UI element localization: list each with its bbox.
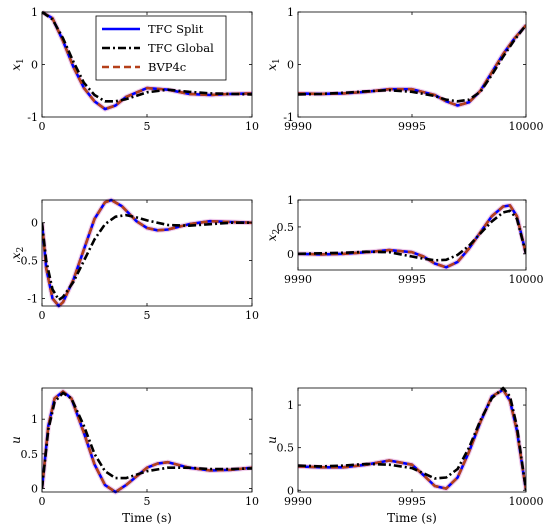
x-tick-label: 10000: [509, 495, 544, 508]
x-tick-label: 9990: [284, 120, 312, 133]
y-tick-label: 0.5: [277, 442, 295, 455]
x-tick-label: 10: [245, 495, 259, 508]
series-tfc-split: [298, 388, 526, 491]
x-tick-label: 5: [144, 309, 151, 322]
series-bvp4c: [298, 388, 526, 491]
y-tick-label: -0.5: [17, 255, 38, 268]
series-bvp4c-halo: [298, 387, 526, 492]
y-axis-label: x1: [9, 58, 26, 71]
y-axis-label: u: [265, 436, 279, 444]
series-tfc-global: [298, 209, 526, 262]
series-tfc-global: [298, 24, 526, 103]
plot-area: [42, 389, 252, 495]
x-tick-label: 10: [245, 120, 259, 133]
y-axis-label: x2: [265, 229, 282, 242]
legend-label: BVP4c: [148, 60, 186, 74]
x-axis-label: Time (s): [387, 511, 437, 525]
axes-box: [297, 387, 527, 493]
series-bvp4c: [42, 198, 252, 308]
series-tfc-global: [42, 391, 252, 489]
legend: TFC Split TFC Global BVP4c: [95, 15, 227, 81]
legend-label: TFC Split: [148, 22, 204, 36]
x-axis-label: Time (s): [122, 511, 172, 525]
series-bvp4c: [42, 390, 252, 494]
series-bvp4c-halo: [42, 197, 252, 309]
y-tick-label: 0: [287, 484, 294, 497]
y-tick-label: -1: [27, 111, 38, 124]
y-tick-label: -1: [27, 292, 38, 305]
x-tick-label: 5: [144, 495, 151, 508]
panel-5: 0 5 10 0 0.5 1 u Time (s): [9, 387, 259, 525]
x-tick-label: 0: [39, 309, 46, 322]
x-tick-label: 10000: [509, 120, 544, 133]
y-tick-label: 1: [31, 413, 38, 426]
panel-6: 9990 9995 10000 0 0.5 1 u Time (s): [265, 386, 544, 525]
plot-area: [298, 386, 526, 492]
y-tick-label: 0: [287, 248, 294, 261]
legend-label: TFC Global: [148, 41, 214, 55]
y-axis-label: x1: [265, 58, 282, 71]
series-bvp4c: [42, 10, 252, 111]
axes-box: [297, 199, 527, 271]
x-tick-label: 0: [39, 120, 46, 133]
y-tick-label: 1: [287, 194, 294, 207]
x-tick-label: 10000: [509, 273, 544, 286]
x-tick-label: 9995: [398, 120, 426, 133]
y-tick-label: 1: [287, 6, 294, 19]
plot-area: [298, 202, 526, 270]
panel-2: 9990 9995 10000 -1 0 1 x1: [265, 6, 544, 133]
axes-box: [41, 199, 253, 307]
axes-box: [297, 11, 527, 118]
series-tfc-split: [42, 198, 252, 308]
y-tick-label: 0: [31, 217, 38, 230]
plot-area: [42, 9, 252, 112]
y-tick-label: 1: [287, 399, 294, 412]
y-tick-label: -1: [283, 111, 294, 124]
x-tick-label: 9995: [398, 495, 426, 508]
y-tick-label: 0.5: [21, 448, 39, 461]
series-tfc-global: [298, 386, 526, 491]
plot-area: [298, 23, 526, 108]
plot-area: [42, 197, 252, 309]
y-axis-label: u: [9, 436, 23, 444]
x-tick-label: 9990: [284, 495, 312, 508]
y-tick-label: 0: [31, 483, 38, 496]
series-tfc-global: [42, 213, 252, 302]
y-tick-label: 0: [287, 59, 294, 72]
panel-3: 0 5 10 -1 -0.5 0 x2: [9, 197, 259, 322]
series-tfc-global: [42, 10, 252, 103]
x-tick-label: 9990: [284, 273, 312, 286]
y-tick-label: 0.5: [277, 221, 295, 234]
y-tick-label: 1: [31, 6, 38, 19]
y-tick-label: 0: [31, 59, 38, 72]
series-bvp4c: [298, 204, 526, 269]
x-tick-label: 0: [39, 495, 46, 508]
y-axis-label: x2: [9, 247, 26, 260]
panel-4: 9990 9995 10000 0 0.5 1 x2: [265, 194, 544, 286]
legend-box: [95, 15, 227, 81]
x-tick-label: 10: [245, 309, 259, 322]
x-tick-label: 9995: [398, 273, 426, 286]
x-tick-label: 5: [144, 120, 151, 133]
